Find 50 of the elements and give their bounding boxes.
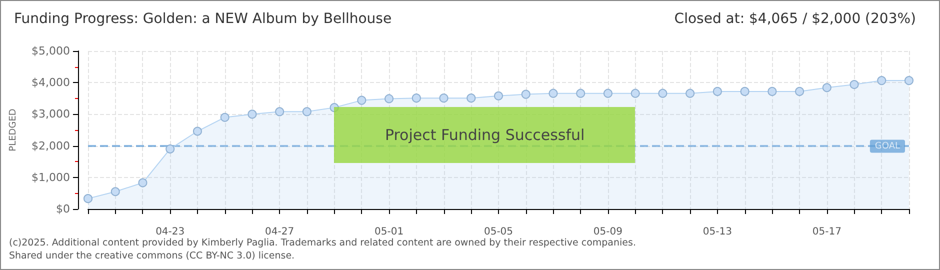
y-axis-title: PLEDGED [8,108,18,152]
ref-line-label: GOAL [874,141,900,152]
point [740,86,750,96]
point [275,107,284,116]
point [795,86,804,96]
point [192,126,202,136]
chart-title: Funding Progress: Golden: a NEW Album by Bellhouse [14,11,392,27]
point [384,94,394,104]
y-tick-label: $0 [56,202,70,216]
point [166,144,175,154]
point [658,88,668,98]
point [904,76,914,86]
x-tick-label: 05-09 [593,226,622,238]
x-tick-label: 05-01 [374,226,404,238]
point [712,86,722,96]
point [357,96,366,105]
point [877,76,886,86]
point [439,94,448,103]
y-tick-label: $3,000 [32,108,70,121]
point [686,88,695,98]
x-tick-label: 05-13 [702,226,732,238]
point [412,94,421,103]
chart-subtitle: Closed at: $4,065 / $2,000 (203%) [674,11,916,27]
x-tick-label: 04-27 [265,226,294,238]
point [84,194,92,204]
x-tick-label: 05-05 [484,226,514,238]
y-tick-label: $1,000 [32,170,70,184]
y-tick-label: $2,000 [32,139,70,152]
point [603,88,612,98]
point [220,112,230,122]
point [494,91,503,100]
point [768,86,777,96]
text: (c)2025. Additional content provided by Kimberly Paglia. Trademarks and related content are owned by their respective companies. [9,238,636,248]
point [302,107,312,116]
y-tick-label: $4,000 [32,76,70,90]
text: Shared under the creative commons (CC BY-NC 3.0) license. [9,250,295,262]
point [822,83,832,92]
point [466,94,476,103]
x-tick-label: 05-17 [812,226,842,238]
point [110,187,120,196]
x-tick-label: 04-23 [156,226,185,238]
banner: Project Funding Successful [334,107,636,163]
point [548,88,558,98]
point [138,178,148,188]
point [248,110,257,119]
point [576,88,586,98]
point [630,88,640,98]
point [521,90,530,99]
y-tick-label: $5,000 [32,44,70,58]
point [850,80,859,89]
